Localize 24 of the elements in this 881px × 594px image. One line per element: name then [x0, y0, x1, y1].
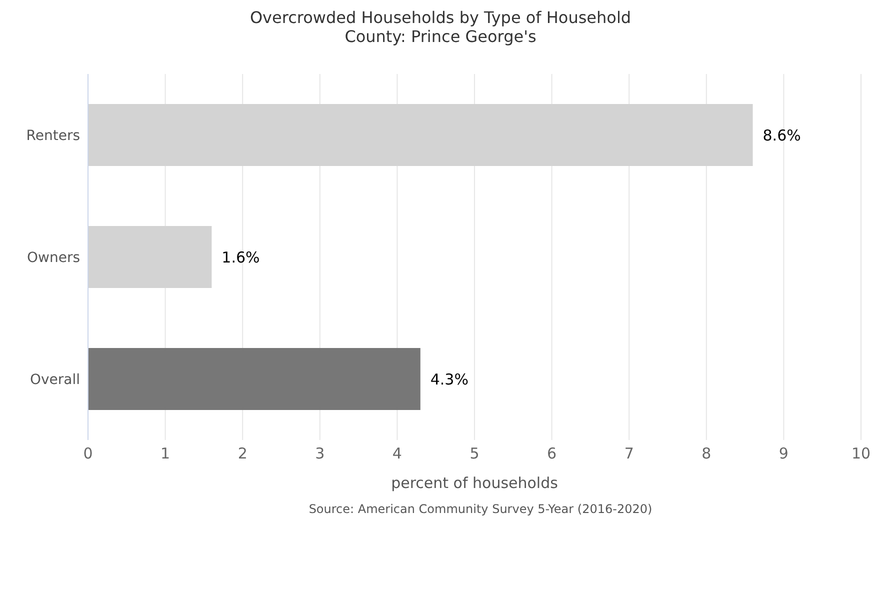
x-tick-label: 0: [83, 444, 93, 463]
x-tick-label: 4: [392, 444, 402, 463]
x-tick-label: 7: [624, 444, 634, 463]
x-tick-label: 2: [238, 444, 248, 463]
bar: [88, 104, 753, 166]
data-label: 1.6%: [222, 248, 260, 266]
bar: [88, 348, 420, 410]
x-tick-label: 5: [470, 444, 480, 463]
data-label: 8.6%: [762, 126, 801, 144]
x-tick-label: 10: [851, 444, 871, 463]
x-tick-label: 6: [547, 444, 557, 463]
y-tick-label: Overall: [30, 372, 80, 388]
bar: [88, 226, 212, 288]
x-axis-title: percent of households: [391, 474, 558, 492]
chart-title: Overcrowded Households by Type of Household: [248, 8, 632, 27]
source-note: Source: American Community Survey 5-Year (2016-2020): [308, 502, 654, 516]
x-tick-label: 8: [702, 444, 712, 463]
x-tick-label: 1: [160, 444, 170, 463]
data-label: 4.3%: [430, 370, 468, 388]
chart-subtitle: County: Prince George's: [344, 27, 538, 46]
y-tick-label: Renters: [26, 128, 80, 144]
x-tick-label: 9: [778, 444, 788, 463]
y-tick-label: Owners: [26, 250, 80, 266]
x-tick-label: 3: [315, 444, 325, 463]
